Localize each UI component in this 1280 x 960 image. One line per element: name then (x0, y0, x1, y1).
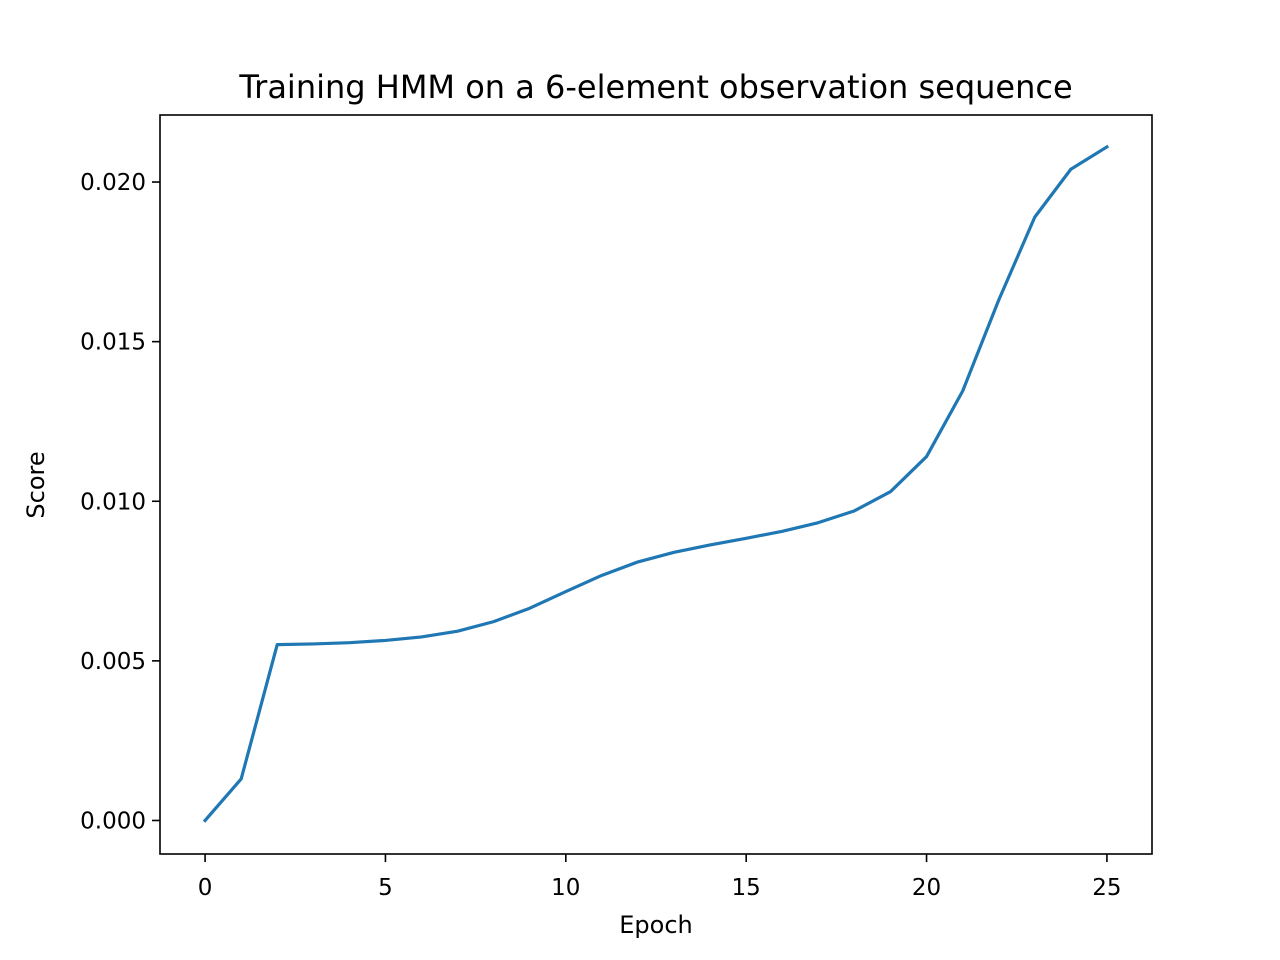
y-axis-label: Score (22, 451, 50, 518)
x-tick-label: 5 (378, 875, 393, 901)
axes-frame (159, 114, 1153, 855)
x-tick-label: 10 (551, 875, 580, 901)
x-tick-label: 15 (732, 875, 761, 901)
y-tick-label: 0.000 (80, 808, 146, 834)
y-tick-label: 0.010 (80, 489, 146, 515)
chart-title: Training HMM on a 6-element observation … (238, 68, 1072, 106)
plot-area (159, 114, 1153, 855)
y-tick-label: 0.015 (80, 330, 146, 356)
x-axis-label: Epoch (619, 911, 693, 939)
x-tick-label: 25 (1092, 875, 1121, 901)
series-layer (202, 144, 1110, 823)
y-axis: 0.000 0.005 0.010 0.015 0.020 (80, 170, 160, 834)
x-axis: 0 5 10 15 20 25 (198, 854, 1122, 901)
x-tick-label: 20 (912, 875, 941, 901)
x-tick-label: 0 (198, 875, 213, 901)
series-line (202, 144, 1110, 823)
y-tick-label: 0.020 (80, 170, 146, 196)
y-tick-label: 0.005 (80, 649, 146, 675)
